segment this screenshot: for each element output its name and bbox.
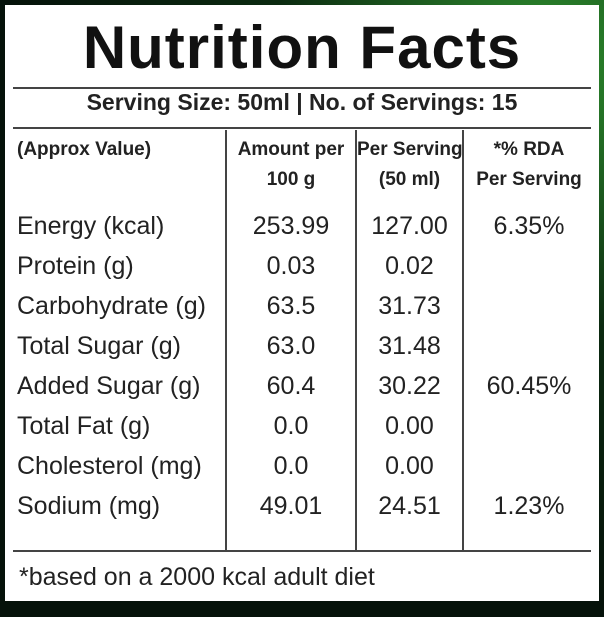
column-header: *% RDA bbox=[493, 139, 565, 160]
nutrient-name: Carbohydrate (g) bbox=[17, 292, 206, 320]
nutrient-name: Total Fat (g) bbox=[17, 412, 151, 440]
nutrient-value: 63.5 bbox=[266, 292, 316, 320]
serving-info: Serving Size: 50ml | No. of Servings: 15 bbox=[86, 89, 518, 115]
nutrient-name: Sodium (mg) bbox=[17, 492, 161, 520]
column-divider bbox=[355, 130, 357, 550]
column-header: 100 g bbox=[266, 169, 316, 190]
divider bbox=[13, 550, 591, 552]
nutrient-value: 0.00 bbox=[385, 412, 434, 440]
divider bbox=[13, 127, 591, 129]
nutrient-value: 127.00 bbox=[371, 212, 448, 240]
nutrient-value: 1.23% bbox=[493, 492, 565, 520]
column-header: (Approx Value) bbox=[17, 139, 152, 160]
nutrient-name: Protein (g) bbox=[17, 252, 134, 280]
nutrient-value: 63.0 bbox=[266, 332, 316, 360]
title: Nutrition Facts bbox=[82, 14, 522, 81]
column-header: Per Serving bbox=[476, 169, 582, 190]
nutrient-value: 0.00 bbox=[385, 452, 434, 480]
column-divider bbox=[462, 130, 464, 550]
nutrient-value: 0.02 bbox=[385, 252, 434, 280]
nutrient-value: 0.0 bbox=[273, 412, 309, 440]
footnote: *based on a 2000 kcal adult diet bbox=[19, 563, 375, 591]
nutrient-value: 60.45% bbox=[486, 372, 572, 400]
label-panel: Nutrition Facts Serving Size: 50ml | No.… bbox=[5, 5, 599, 601]
nutrient-value: 30.22 bbox=[378, 372, 441, 400]
column-header: Amount per bbox=[237, 139, 345, 160]
nutrient-value: 49.01 bbox=[259, 492, 323, 520]
nutrient-value: 24.51 bbox=[378, 492, 441, 520]
nutrient-name: Energy (kcal) bbox=[17, 212, 165, 240]
nutrient-value: 0.0 bbox=[273, 452, 309, 480]
column-divider bbox=[225, 130, 227, 550]
nutrient-value: 31.48 bbox=[378, 332, 441, 360]
nutrient-value: 31.73 bbox=[378, 292, 441, 320]
nutrient-name: Cholesterol (mg) bbox=[17, 452, 202, 480]
nutrient-value: 60.4 bbox=[266, 372, 316, 400]
column-header: (50 ml) bbox=[378, 169, 441, 190]
nutrient-name: Added Sugar (g) bbox=[17, 372, 201, 400]
nutrient-value: 0.03 bbox=[266, 252, 316, 280]
nutrient-name: Total Sugar (g) bbox=[17, 332, 181, 360]
column-header: Per Serving bbox=[357, 139, 463, 160]
nutrient-value: 253.99 bbox=[252, 212, 330, 240]
divider bbox=[13, 87, 591, 89]
nutrient-value: 6.35% bbox=[493, 212, 565, 240]
